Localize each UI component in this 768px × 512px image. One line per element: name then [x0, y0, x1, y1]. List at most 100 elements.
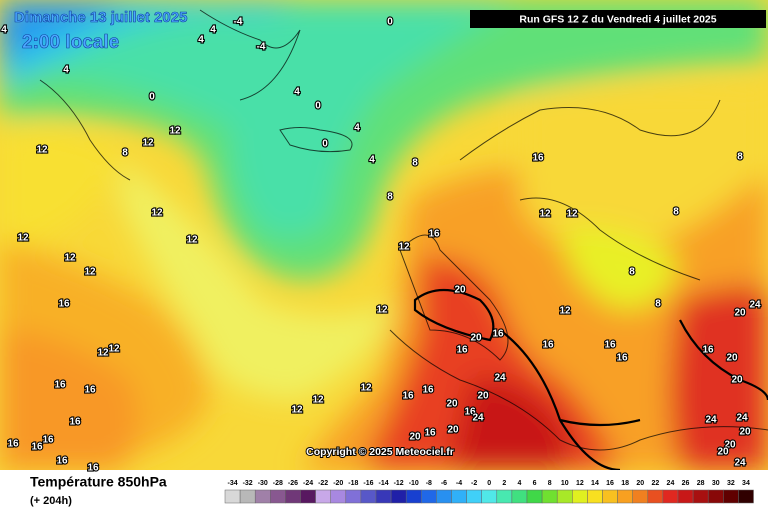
- contour-label: 4: [1, 25, 7, 36]
- scale-label: -30: [258, 480, 268, 487]
- scale-swatch: [692, 489, 709, 504]
- scale-label: -2: [471, 480, 477, 487]
- copyright: Copyright © 2025 Meteociel.fr: [306, 446, 454, 458]
- contour-label: 8: [737, 152, 743, 163]
- contour-label: 16: [702, 345, 714, 356]
- contour-label: 16: [42, 435, 54, 446]
- contour-label: 16: [456, 345, 468, 356]
- contour-label: 20: [409, 432, 421, 443]
- contour-label: 20: [717, 447, 729, 458]
- scale-label: 2: [502, 480, 506, 487]
- scale-swatch: [526, 489, 543, 504]
- contour-label: 16: [7, 439, 19, 450]
- contour-label: 16: [532, 153, 544, 164]
- contour-label: 16: [54, 380, 66, 391]
- scale-label: -8: [426, 480, 432, 487]
- scale-swatch: [436, 489, 452, 504]
- scale-label: -6: [441, 480, 447, 487]
- scale-label: 22: [651, 480, 659, 487]
- contour-label: 8: [629, 267, 635, 278]
- contour-label: 20: [477, 391, 489, 402]
- contour-label: 8: [412, 158, 418, 169]
- scale-swatch: [421, 489, 437, 504]
- scale-label: -32: [243, 480, 253, 487]
- scale-swatch: [541, 489, 558, 504]
- scale-label: -22: [318, 480, 328, 487]
- date-label: Dimanche 13 juillet 2025: [14, 9, 187, 26]
- scale-label: -12: [394, 480, 404, 487]
- scale-label: 8: [548, 480, 552, 487]
- run-label: Run GFS 12 Z du Vendredi 4 juillet 2025: [519, 13, 716, 25]
- scale-label: -18: [348, 480, 358, 487]
- scale-label: -24: [303, 480, 313, 487]
- contour-label: 16: [424, 428, 436, 439]
- contour-label: -4: [234, 17, 243, 28]
- scale-swatch: [662, 489, 679, 504]
- contour-label: 12: [64, 253, 76, 264]
- scale-label: -28: [273, 480, 283, 487]
- contour-label: 0: [387, 17, 393, 28]
- scale-label: 18: [621, 480, 629, 487]
- scale-label: 30: [712, 480, 720, 487]
- scale-label: 26: [682, 480, 690, 487]
- contour-label: 12: [291, 405, 303, 416]
- scale-swatch: [632, 489, 649, 504]
- contour-label: 12: [17, 233, 29, 244]
- contour-label: 12: [84, 267, 96, 278]
- contour-label: 12: [36, 145, 48, 156]
- borders: [413, 289, 768, 470]
- contour-label: 8: [655, 299, 661, 310]
- scale-swatch: [224, 489, 241, 504]
- scale-swatch: [602, 489, 618, 504]
- temperature-field: [0, 0, 768, 470]
- contour-label: 0: [315, 101, 321, 112]
- legend-title: Température 850hPa: [30, 474, 167, 490]
- contour-label: 20: [731, 375, 743, 386]
- scale-label: 14: [591, 480, 599, 487]
- scale-swatch: [738, 489, 754, 504]
- scale-swatch: [707, 489, 724, 504]
- contour-label: 16: [604, 340, 616, 351]
- scale-label: 20: [636, 480, 644, 487]
- scale-label: 10: [561, 480, 569, 487]
- contour-label: 24: [705, 415, 717, 426]
- scale-label: -34: [227, 480, 237, 487]
- contour-label: 12: [312, 395, 324, 406]
- contour-label: 24: [494, 373, 506, 384]
- scale-swatch: [405, 489, 422, 504]
- scale-swatch: [496, 489, 513, 504]
- scale-label: 24: [667, 480, 675, 487]
- scale-label: -10: [409, 480, 419, 487]
- contour-label: 12: [142, 138, 154, 149]
- contour-label: 20: [470, 333, 482, 344]
- contour-label: 4: [294, 87, 300, 98]
- contour-label: 20: [447, 425, 459, 436]
- contour-label: 16: [428, 229, 440, 240]
- contour-label: 12: [360, 383, 372, 394]
- contour-label: 8: [122, 148, 128, 159]
- scale-label: 6: [533, 480, 537, 487]
- contour-label: 16: [616, 353, 628, 364]
- scale-swatch: [330, 489, 347, 504]
- scale-swatch: [587, 489, 603, 504]
- contour-label: 24: [736, 413, 748, 424]
- contour-label: 4: [198, 35, 204, 46]
- contour-label: 0: [149, 92, 155, 103]
- contour-label: 16: [402, 391, 414, 402]
- contour-label: 20: [454, 285, 466, 296]
- contour-label: 16: [84, 385, 96, 396]
- contour-label: 16: [542, 340, 554, 351]
- scale-swatch: [315, 489, 331, 504]
- legend-lead: (+ 204h): [30, 495, 72, 507]
- contour-label: 16: [492, 329, 504, 340]
- scale-label: 12: [576, 480, 584, 487]
- scale-label: 32: [727, 480, 735, 487]
- scale-swatch: [677, 489, 694, 504]
- scale-swatch: [556, 489, 573, 504]
- scale-label: -20: [333, 480, 343, 487]
- scale-label: -14: [378, 480, 388, 487]
- contour-label: 16: [69, 417, 81, 428]
- contour-label: 4: [210, 25, 216, 36]
- contour-label: 4: [354, 123, 360, 134]
- time-label: 2:00 locale: [22, 32, 119, 53]
